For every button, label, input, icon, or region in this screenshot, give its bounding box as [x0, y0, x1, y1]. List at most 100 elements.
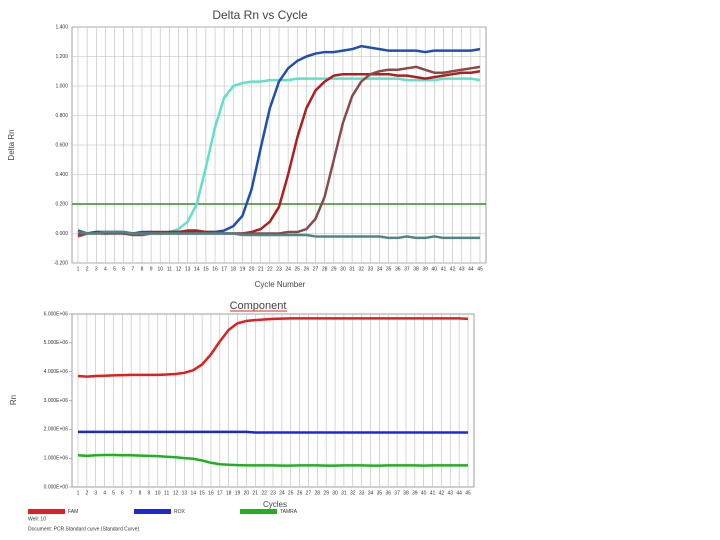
x-tick-label: 42: [450, 266, 456, 272]
x-tick-label: 34: [377, 266, 383, 272]
x-axis-label: Cycle Number: [255, 280, 306, 289]
x-tick-label: 37: [404, 266, 410, 272]
x-tick-label: 42: [439, 490, 445, 496]
x-tick-label: 34: [368, 490, 374, 496]
x-tick-label: 29: [331, 266, 337, 272]
x-tick-label: 20: [244, 490, 250, 496]
x-tick-label: 33: [368, 266, 374, 272]
x-tick-label: 30: [340, 266, 346, 272]
x-tick-label: 7: [131, 266, 134, 272]
legend-label: FAM: [68, 509, 78, 515]
x-tick-label: 3: [95, 266, 98, 272]
data-line: [77, 230, 480, 240]
x-tick-label: 9: [150, 266, 153, 272]
x-tick-label: 1: [77, 266, 80, 272]
x-tick-label: 10: [155, 490, 161, 496]
x-tick-label: 6: [121, 490, 124, 496]
x-tick-label: 26: [304, 266, 310, 272]
x-tick-label: 7: [130, 490, 133, 496]
y-tick-label: 1.400: [55, 24, 68, 30]
x-tick-label: 29: [323, 490, 329, 496]
x-tick-label: 45: [477, 266, 483, 272]
y-tick-label: 0.800: [55, 113, 68, 119]
legend-label: TAMRA: [280, 509, 298, 515]
x-tick-label: 23: [276, 266, 282, 272]
x-tick-label: 4: [104, 266, 107, 272]
footer-text: Document: PCR Standard curve (Standard C…: [28, 526, 139, 532]
x-tick-label: 3: [94, 490, 97, 496]
x-tick-label: 1: [77, 490, 80, 496]
y-tick-label: 5.000E+06: [44, 340, 69, 346]
x-tick-label: 35: [386, 266, 392, 272]
y-tick-label: 1.200: [55, 54, 68, 60]
y-tick-label: 0.000E+00: [44, 484, 69, 490]
x-tick-label: 32: [350, 490, 356, 496]
x-tick-label: 39: [422, 266, 428, 272]
x-tick-label: 16: [208, 490, 214, 496]
x-tick-label: 17: [217, 490, 223, 496]
x-tick-label: 20: [249, 266, 255, 272]
x-tick-label: 25: [294, 266, 300, 272]
x-tick-label: 44: [468, 266, 474, 272]
y-tick-label: 1.000: [55, 83, 68, 89]
legend-swatch: [134, 509, 171, 514]
x-tick-label: 15: [199, 490, 205, 496]
x-tick-label: 31: [349, 266, 355, 272]
x-tick-label: 44: [456, 490, 462, 496]
x-tick-label: 36: [385, 490, 391, 496]
x-tick-label: 23: [270, 490, 276, 496]
x-tick-label: 14: [194, 266, 200, 272]
x-tick-label: 11: [167, 266, 172, 272]
x-tick-label: 41: [441, 266, 447, 272]
x-tick-label: 15: [203, 266, 209, 272]
footer-text: Well: 10: [28, 516, 46, 522]
x-tick-label: 25: [288, 490, 294, 496]
y-axis-label: Rn: [9, 395, 18, 405]
x-tick-label: 13: [182, 490, 188, 496]
x-tick-label: 9: [148, 490, 151, 496]
y-axis-label: Delta Rn: [7, 129, 16, 160]
chart-title: Component: [230, 300, 287, 312]
x-tick-label: 27: [306, 490, 312, 496]
x-tick-label: 4: [103, 490, 106, 496]
x-tick-label: 24: [285, 266, 291, 272]
y-tick-label: 3.000E+06: [44, 398, 69, 404]
y-tick-label: 0.200: [55, 201, 68, 207]
legend-label: ROX: [174, 509, 186, 515]
x-tick-label: 40: [421, 490, 427, 496]
x-tick-label: 16: [212, 266, 218, 272]
x-tick-label: 41: [430, 490, 436, 496]
x-tick-label: 38: [403, 490, 409, 496]
x-tick-label: 21: [252, 490, 258, 496]
x-tick-label: 8: [139, 490, 142, 496]
x-tick-label: 35: [377, 490, 383, 496]
y-tick-label: 0.600: [55, 142, 68, 148]
x-tick-label: 22: [267, 266, 273, 272]
x-tick-label: 2: [86, 266, 89, 272]
x-tick-label: 40: [432, 266, 438, 272]
legend-swatch: [240, 509, 277, 514]
x-tick-label: 5: [113, 266, 116, 272]
x-tick-label: 43: [447, 490, 453, 496]
x-tick-label: 12: [176, 266, 182, 272]
x-tick-label: 5: [112, 490, 115, 496]
x-tick-label: 37: [394, 490, 400, 496]
x-tick-label: 22: [261, 490, 267, 496]
x-tick-label: 18: [231, 266, 237, 272]
x-tick-label: 10: [157, 266, 163, 272]
x-tick-label: 11: [164, 490, 169, 496]
x-tick-label: 18: [226, 490, 232, 496]
x-tick-label: 27: [313, 266, 319, 272]
y-tick-label: -0.200: [54, 260, 68, 266]
x-axis-label: Cycles: [263, 500, 287, 509]
x-tick-label: 21: [258, 266, 264, 272]
x-tick-label: 19: [240, 266, 246, 272]
x-tick-label: 6: [122, 266, 125, 272]
x-tick-label: 38: [413, 266, 419, 272]
x-tick-label: 39: [412, 490, 418, 496]
x-tick-label: 24: [279, 490, 285, 496]
x-tick-label: 43: [459, 266, 465, 272]
y-tick-label: 4.000E+06: [44, 369, 69, 375]
y-tick-label: 2.000E+06: [44, 427, 69, 433]
